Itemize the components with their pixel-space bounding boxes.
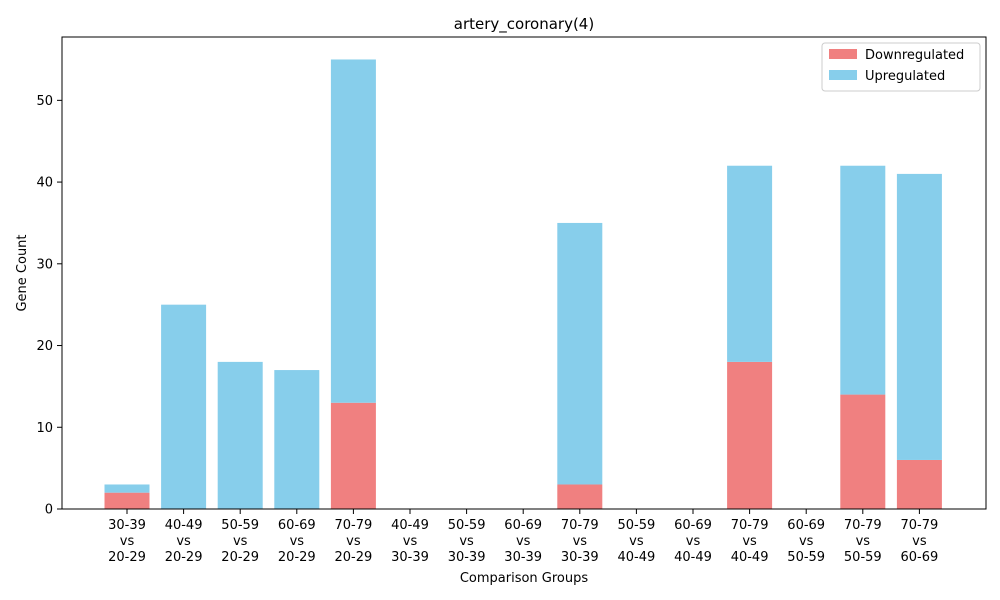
bar-downregulated-8 <box>557 484 603 509</box>
x-tick-label-line: vs <box>573 534 588 549</box>
legend-swatch-upregulated <box>829 70 857 80</box>
x-tick-label: 60-69 vs 20-29 <box>278 518 316 565</box>
y-tick-label: 20 <box>36 339 53 354</box>
plot-frame <box>61 36 987 510</box>
x-tick-label: 50-59 vs 40-49 <box>618 518 656 565</box>
bar-downregulated-11 <box>727 361 773 509</box>
bar-upregulated-3 <box>274 370 320 509</box>
legend-label-downregulated: Downregulated <box>865 48 964 63</box>
x-tick-label-line: 20-29 <box>278 550 316 565</box>
bar-upregulated-13 <box>840 165 886 395</box>
x-tick-label-line: 30-39 <box>504 550 542 565</box>
x-tick-label: 50-59 vs 20-29 <box>221 518 259 565</box>
bar-downregulated-4 <box>330 402 376 509</box>
x-tick-label-line: 60-69 <box>901 550 939 565</box>
x-tick-label: 70-79 vs 20-29 <box>335 518 373 565</box>
x-tick-label-line: 20-29 <box>335 550 373 565</box>
x-tick-label-line: 70-79 <box>901 518 939 533</box>
chart-title: artery_coronary(4) <box>454 15 594 34</box>
x-tick-label: 40-49 vs 30-39 <box>391 518 429 565</box>
x-tick-label: 70-79 vs 60-69 <box>901 518 939 565</box>
legend-label-upregulated: Upregulated <box>865 69 945 84</box>
x-tick-label-line: vs <box>686 534 701 549</box>
x-tick-label-line: 40-49 <box>618 550 656 565</box>
bar-upregulated-11 <box>727 165 773 362</box>
x-tick-label-line: 50-59 <box>448 518 486 533</box>
x-tick-label: 40-49 vs 20-29 <box>165 518 203 565</box>
x-tick-label: 70-79 vs 30-39 <box>561 518 599 565</box>
x-tick-label-line: 30-39 <box>448 550 486 565</box>
x-tick-label-line: 30-39 <box>108 518 146 533</box>
x-tick-label: 60-69 vs 40-49 <box>674 518 712 565</box>
x-tick-label: 50-59 vs 30-39 <box>448 518 486 565</box>
x-tick-label-line: 50-59 <box>787 550 825 565</box>
y-tick-label: 30 <box>36 257 53 272</box>
x-tick-label-line: 70-79 <box>844 518 882 533</box>
x-tick-label-line: vs <box>912 534 927 549</box>
x-tick-label-line: 70-79 <box>561 518 599 533</box>
y-tick-label: 50 <box>36 94 53 109</box>
x-tick-label-line: 20-29 <box>165 550 203 565</box>
y-axis: 0 10 20 30 40 50 <box>36 94 62 518</box>
x-tick-label-line: 60-69 <box>787 518 825 533</box>
x-tick-label-line: vs <box>459 534 474 549</box>
x-tick-label-line: 30-39 <box>391 550 429 565</box>
x-tick-label: 60-69 vs 30-39 <box>504 518 542 565</box>
bar-downregulated-0 <box>104 492 150 509</box>
bars-group <box>104 59 942 509</box>
x-tick-label-line: vs <box>403 534 418 549</box>
legend-swatch-downregulated <box>829 49 857 59</box>
x-tick-label: 70-79 vs 50-59 <box>844 518 882 565</box>
y-axis-label: Gene Count <box>15 234 30 311</box>
x-tick-label-line: 40-49 <box>165 518 203 533</box>
x-tick-label-line: vs <box>176 534 191 549</box>
x-tick-label-line: 40-49 <box>391 518 429 533</box>
y-tick-label: 10 <box>36 421 53 436</box>
x-tick-label: 30-39 vs 20-29 <box>108 518 146 565</box>
x-tick-label-line: 40-49 <box>731 550 769 565</box>
x-tick-label-line: 40-49 <box>674 550 712 565</box>
x-axis-label: Comparison Groups <box>460 571 589 586</box>
x-tick-label-line: 60-69 <box>504 518 542 533</box>
bar-upregulated-0 <box>104 484 150 493</box>
y-tick-label: 0 <box>45 503 53 518</box>
x-tick-label: 60-69 vs 50-59 <box>787 518 825 565</box>
x-tick-label-line: 50-59 <box>844 550 882 565</box>
x-tick-label-line: 50-59 <box>618 518 656 533</box>
x-tick-label-line: vs <box>516 534 531 549</box>
x-tick-label-line: 70-79 <box>731 518 769 533</box>
x-tick-label-line: 30-39 <box>561 550 599 565</box>
x-tick-label-line: vs <box>856 534 871 549</box>
bar-upregulated-1 <box>161 304 207 509</box>
bar-downregulated-14 <box>896 459 942 509</box>
legend: Downregulated Upregulated <box>821 42 981 92</box>
x-tick-label-line: vs <box>290 534 305 549</box>
x-tick-label-line: vs <box>742 534 757 549</box>
x-tick-label-line: 70-79 <box>335 518 373 533</box>
x-tick-label-line: 20-29 <box>108 550 146 565</box>
bar-upregulated-2 <box>217 361 263 509</box>
x-tick-label-line: vs <box>120 534 135 549</box>
x-tick-label-line: 20-29 <box>221 550 259 565</box>
x-tick-label-line: vs <box>629 534 644 549</box>
x-tick-label-line: vs <box>346 534 361 549</box>
x-tick-label-line: 60-69 <box>674 518 712 533</box>
bar-upregulated-4 <box>330 59 376 403</box>
y-tick-label: 40 <box>36 176 53 191</box>
bar-upregulated-8 <box>557 222 603 485</box>
x-tick-label-line: vs <box>233 534 248 549</box>
x-tick-label-line: vs <box>799 534 814 549</box>
bar-downregulated-13 <box>840 394 886 509</box>
x-tick-label-line: 60-69 <box>278 518 316 533</box>
legend-frame <box>821 42 981 92</box>
x-tick-label: 70-79 vs 40-49 <box>731 518 769 565</box>
bar-upregulated-14 <box>896 173 942 460</box>
x-tick-label-line: 50-59 <box>221 518 259 533</box>
